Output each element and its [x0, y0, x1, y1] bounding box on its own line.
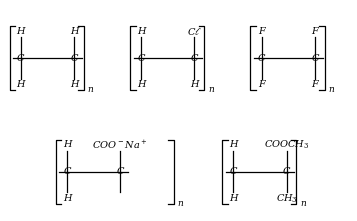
Text: F: F	[312, 27, 318, 36]
Text: n: n	[87, 85, 93, 94]
Text: C: C	[283, 167, 290, 176]
Text: F: F	[258, 27, 265, 36]
Text: C: C	[63, 167, 71, 176]
Text: C: C	[116, 167, 124, 176]
Text: C: C	[258, 54, 266, 63]
Text: H: H	[17, 80, 25, 90]
Text: F: F	[312, 80, 318, 90]
Text: H: H	[137, 27, 146, 36]
Text: C: C	[311, 54, 319, 63]
Text: $C\ell$: $C\ell$	[187, 26, 202, 37]
Text: F: F	[258, 80, 265, 90]
Text: $COOCH_3$: $COOCH_3$	[264, 139, 309, 151]
Text: H: H	[137, 80, 146, 90]
Text: H: H	[70, 80, 78, 90]
Text: n: n	[300, 198, 306, 208]
Text: n: n	[328, 85, 334, 94]
Text: C: C	[191, 54, 198, 63]
Text: H: H	[17, 27, 25, 36]
Text: C: C	[17, 54, 25, 63]
Text: H: H	[229, 194, 238, 203]
Text: $CH_3$: $CH_3$	[276, 192, 297, 205]
Text: C: C	[137, 54, 145, 63]
Text: $COO^-Na^+$: $COO^-Na^+$	[92, 139, 148, 151]
Text: C: C	[70, 54, 78, 63]
Text: C: C	[230, 167, 237, 176]
Text: n: n	[177, 198, 183, 208]
Text: H: H	[190, 80, 199, 90]
Text: H: H	[63, 194, 71, 203]
Text: H: H	[70, 27, 78, 36]
Text: H: H	[229, 140, 238, 149]
Text: n: n	[208, 85, 213, 94]
Text: H: H	[63, 140, 71, 149]
